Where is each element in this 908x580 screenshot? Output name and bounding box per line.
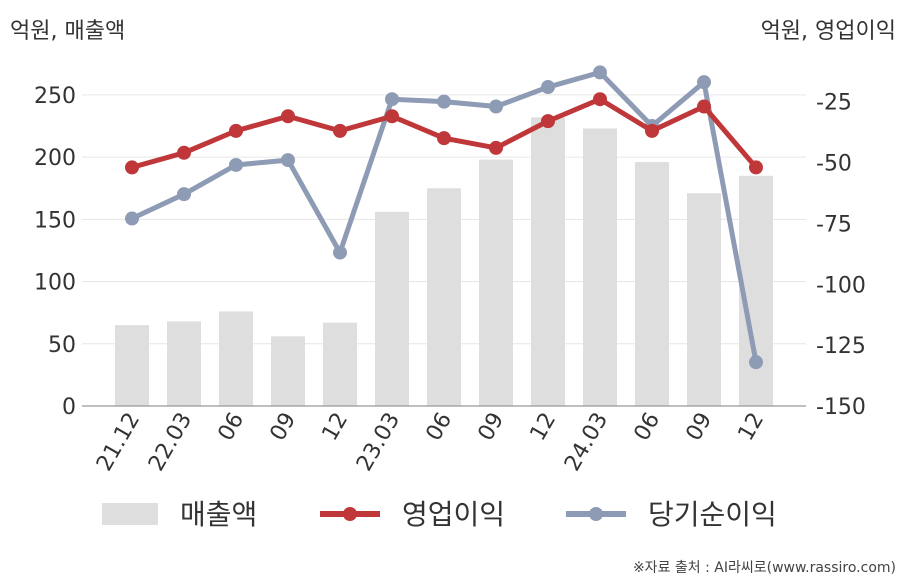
bar-sales bbox=[583, 128, 617, 406]
legend-label-sales: 매출액 bbox=[180, 498, 257, 531]
x-axis-tick-label: 09 bbox=[474, 409, 510, 446]
bar-sales bbox=[219, 311, 253, 406]
bar-sales bbox=[687, 193, 721, 406]
x-axis-tick-label: 06 bbox=[630, 409, 666, 446]
net-income-point bbox=[541, 80, 555, 95]
legend-marker-operating-profit bbox=[343, 507, 357, 521]
right-axis-title: 억원, 영업이익 bbox=[761, 19, 896, 44]
bar-sales bbox=[323, 322, 357, 406]
x-axis-tick-label: 09 bbox=[266, 409, 302, 446]
bar-sales bbox=[479, 159, 513, 406]
operating-profit-point bbox=[281, 109, 295, 124]
net-income-point bbox=[385, 92, 399, 107]
legend-swatch-sales bbox=[102, 503, 158, 525]
operating-profit-point bbox=[593, 92, 607, 107]
left-axis-tick-label: 200 bbox=[34, 146, 76, 171]
net-income-point bbox=[229, 157, 243, 172]
bar-sales bbox=[531, 117, 565, 407]
bar-sales bbox=[115, 325, 149, 406]
left-axis-tick-label: 100 bbox=[34, 271, 76, 296]
net-income-point bbox=[333, 245, 347, 260]
left-axis-tick-label: 250 bbox=[34, 84, 76, 109]
x-axis-tick-label: 06 bbox=[214, 409, 250, 446]
right-axis-tick-label: -25 bbox=[816, 91, 852, 116]
net-income-point bbox=[177, 187, 191, 202]
net-income-point bbox=[697, 75, 711, 90]
x-axis-tick-label: 12 bbox=[526, 409, 562, 446]
right-axis-tick-label: -75 bbox=[816, 212, 852, 237]
net-income-point bbox=[489, 99, 503, 114]
bar-sales bbox=[167, 321, 201, 406]
source-note: ※자료 출처 : AI라씨로(www.rassiro.com) bbox=[633, 560, 896, 576]
left-axis-tick-label: 50 bbox=[48, 333, 76, 358]
operating-profit-point bbox=[749, 160, 763, 175]
x-axis-tick-label: 12 bbox=[734, 409, 770, 446]
net-income-point bbox=[437, 94, 451, 109]
bar-sales bbox=[271, 336, 305, 406]
net-income-point bbox=[749, 355, 763, 370]
operating-profit-point bbox=[489, 140, 503, 155]
left-axis-ticks: 0 50 100 150 200 250 bbox=[34, 84, 76, 420]
line-series-group bbox=[125, 65, 763, 370]
operating-profit-point bbox=[645, 123, 659, 138]
operating-profit-point bbox=[333, 123, 347, 138]
bar-sales bbox=[635, 162, 669, 406]
x-axis-tick-label: 06 bbox=[422, 409, 458, 446]
x-axis-tick-label: 23.03 bbox=[352, 409, 405, 476]
operating-profit-point bbox=[229, 123, 243, 138]
bar-sales bbox=[375, 211, 409, 406]
operating-profit-point bbox=[697, 99, 711, 114]
right-axis-tick-label: -150 bbox=[816, 395, 866, 420]
x-axis-tick-label: 12 bbox=[318, 409, 354, 446]
x-axis-tick-label: 09 bbox=[682, 409, 718, 446]
operating-profit-point bbox=[125, 160, 139, 175]
legend: 매출액 영업이익 당기순이익 bbox=[102, 498, 777, 531]
operating-profit-point bbox=[437, 131, 451, 146]
legend-label-operating-profit: 영업이익 bbox=[402, 498, 505, 531]
net-income-point bbox=[281, 153, 295, 168]
right-axis-ticks: -150 -125 -100 -75 -50 -25 bbox=[816, 91, 866, 420]
legend-label-net-income: 당기순이익 bbox=[648, 498, 777, 531]
net-income-point bbox=[125, 211, 139, 226]
bar-series-group bbox=[115, 117, 773, 407]
right-axis-tick-label: -100 bbox=[816, 273, 866, 298]
left-axis-tick-label: 150 bbox=[34, 208, 76, 233]
bar-sales bbox=[427, 188, 461, 406]
left-axis-tick-label: 0 bbox=[62, 395, 76, 420]
x-axis-tick-label: 22.03 bbox=[144, 409, 197, 476]
x-axis-tick-label: 21.12 bbox=[92, 409, 145, 476]
right-axis-tick-label: -125 bbox=[816, 334, 866, 359]
net-income-point bbox=[593, 65, 607, 80]
legend-marker-net-income bbox=[589, 507, 603, 521]
operating-profit-point bbox=[541, 114, 555, 129]
left-axis-title: 억원, 매출액 bbox=[10, 19, 125, 44]
right-axis-tick-label: -50 bbox=[816, 152, 852, 177]
x-axis-tick-label: 24.03 bbox=[560, 409, 613, 476]
operating-profit-point bbox=[385, 109, 399, 124]
operating-profit-point bbox=[177, 145, 191, 160]
